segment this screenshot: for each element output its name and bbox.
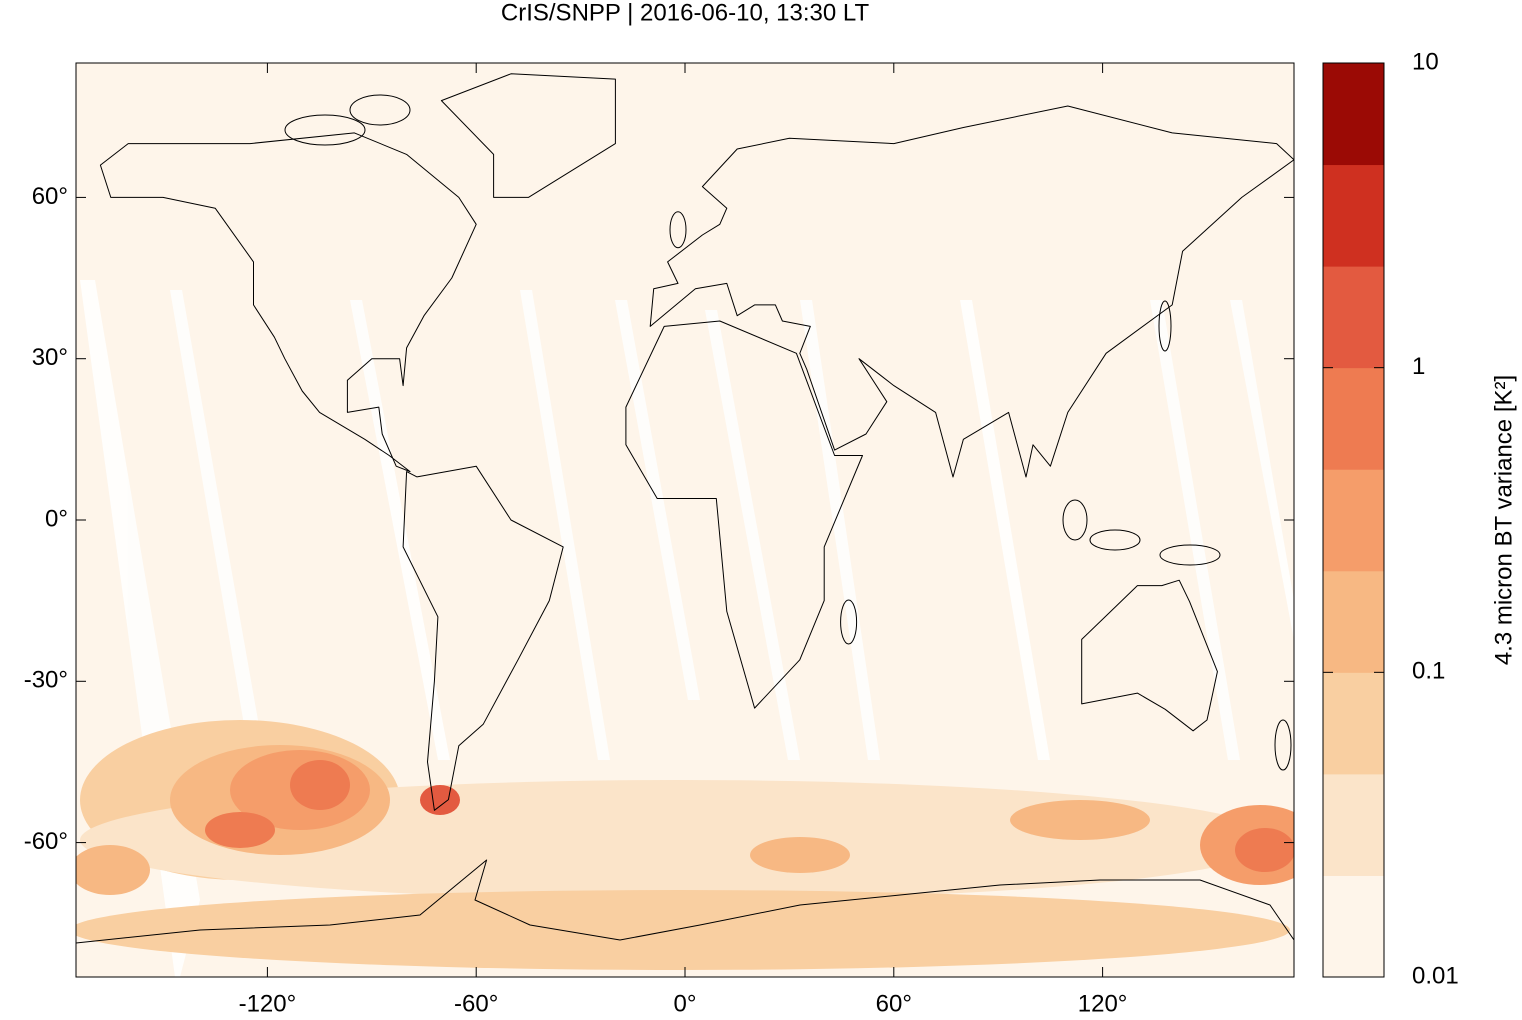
map-field — [76, 63, 1294, 977]
swath-gaps — [80, 280, 1294, 977]
colorbar-band — [1323, 63, 1384, 166]
colorbar-band — [1323, 875, 1384, 978]
x-tick-label: 60° — [876, 990, 912, 1017]
y-tick-label: -60° — [24, 828, 68, 855]
x-tick-label: -120° — [239, 990, 297, 1017]
y-tick-label: 30° — [32, 344, 68, 371]
colorbar-tick-label: 10 — [1412, 48, 1439, 75]
colorbar-band — [1323, 469, 1384, 572]
y-tick-label: 0° — [45, 505, 68, 532]
coastlines — [76, 73, 1294, 944]
colorbar-frame — [1322, 62, 1385, 978]
variance-patches — [76, 720, 1294, 970]
colorbar-tick-label: 1 — [1412, 353, 1425, 380]
x-tick-label: 120° — [1078, 990, 1128, 1017]
colorbar-tick-label: 0.1 — [1412, 658, 1445, 685]
x-tick-label: 0° — [674, 990, 697, 1017]
colorbar-label: 4.3 micron BT variance [K²] — [1490, 375, 1517, 665]
y-tick-label: 60° — [32, 183, 68, 210]
y-tick-label: -30° — [24, 667, 68, 694]
colorbar-tick-label: 0.01 — [1412, 962, 1459, 989]
colorbar-band — [1323, 367, 1384, 470]
colorbar-band — [1323, 773, 1384, 876]
colorbar-band — [1323, 266, 1384, 369]
colorbar-band — [1323, 672, 1384, 775]
colorbar-band — [1323, 164, 1384, 267]
x-tick-label: -60° — [454, 990, 498, 1017]
colorbar-band — [1323, 570, 1384, 673]
chart-title: CrIS/SNPP | 2016-06-10, 13:30 LT — [501, 0, 870, 26]
